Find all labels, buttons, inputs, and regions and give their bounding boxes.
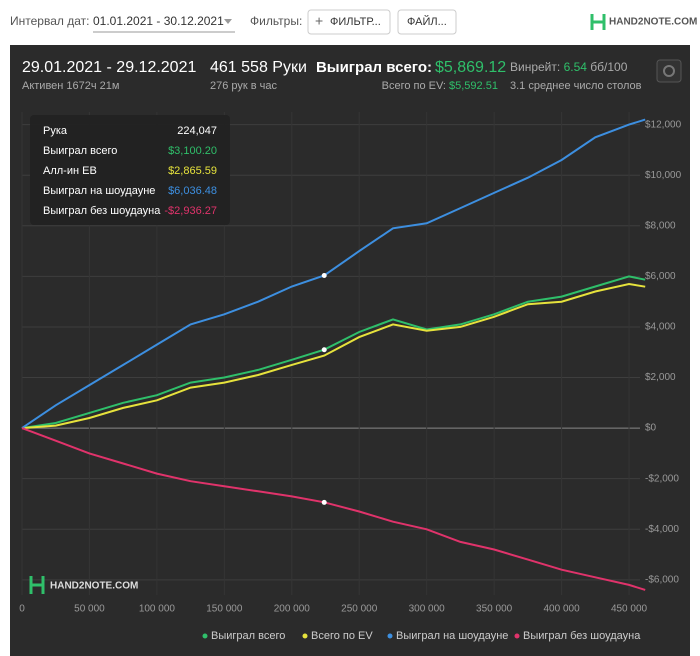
tooltip-value: $2,865.59: [168, 165, 217, 177]
won-value: $5,869.12: [435, 59, 506, 76]
tooltip-value: $6,036.48: [168, 185, 217, 197]
gear-icon: [663, 65, 675, 77]
winrate: Винрейт: 6.54 бб/100: [510, 60, 628, 74]
winrate-value: 6.54: [564, 60, 588, 74]
hands-per-hour: 276 рук в час: [210, 80, 278, 92]
y-tick-label: $6,000: [645, 271, 676, 282]
settings-button[interactable]: [656, 59, 682, 83]
period: 29.01.2021 - 29.12.2021: [22, 59, 196, 76]
y-tick-label: $2,000: [645, 372, 676, 383]
legend-marker: [202, 633, 208, 639]
y-tick-label: -$6,000: [645, 574, 679, 585]
tooltip-value: 224,047: [177, 125, 217, 137]
date-range[interactable]: 01.01.2021 - 30.12.2021: [93, 14, 224, 28]
legend-label: Выиграл без шоудауна: [523, 630, 641, 642]
file-button-label: ФАЙЛ...: [407, 15, 447, 28]
x-tick-label: 150 000: [206, 604, 243, 615]
logo-text: HAND2NOTE.COM: [609, 17, 697, 28]
file-button[interactable]: [397, 9, 457, 35]
x-tick-label: 300 000: [409, 604, 446, 615]
filters-label: Фильтры:: [250, 14, 302, 28]
plot: -$6,000 -$4,000 -$2,000 $0 $2,000 $4,000 $6,00…: [19, 112, 682, 615]
watermark-icon: [29, 576, 45, 594]
series-line: [21, 427, 646, 591]
tables: 3.1 среднее число столов: [510, 80, 642, 92]
ev-value: $5,592.51: [449, 80, 498, 92]
hands: 461 558 Руки: [210, 59, 307, 76]
legend-marker: [514, 633, 520, 639]
x-tick-label: 350 000: [476, 604, 513, 615]
winrate-unit: бб/100: [590, 60, 627, 74]
legend-marker: [387, 633, 393, 639]
filter-button[interactable]: [307, 9, 391, 35]
y-tick-label: -$4,000: [645, 524, 679, 535]
won-label: Выиграл всего:: [316, 59, 432, 76]
series-line: [21, 118, 646, 429]
y-tick-label: $4,000: [645, 322, 676, 333]
watermark: HAND2NOTE.COM: [50, 581, 138, 592]
series-line: [21, 282, 646, 430]
series-line: [21, 275, 646, 430]
x-tick-label: 400 000: [543, 604, 580, 615]
x-tick-label: 50 000: [74, 604, 105, 615]
plus-icon: +: [315, 13, 323, 29]
x-tick-label: 450 000: [611, 604, 648, 615]
tooltip-value: -$2,936.27: [164, 205, 217, 217]
winrate-label: Винрейт:: [510, 60, 560, 74]
tooltip-label: Выиграл без шоудауна: [43, 205, 161, 217]
legend-marker: [302, 633, 308, 639]
date-label: Интервал дат:: [10, 14, 89, 28]
tooltip-label: Выиграл на шоудауне: [43, 185, 155, 197]
logo-icon: [590, 14, 606, 30]
tooltip: Рука 224,047 Выиграл всего $3,100.20 Алл-ин …: [30, 115, 230, 225]
legend-label: Выиграл всего: [211, 630, 285, 642]
y-tick-label: $12,000: [645, 119, 682, 130]
x-tick-label: 250 000: [341, 604, 378, 615]
tooltip-value: $3,100.20: [168, 145, 217, 157]
hover-point: [321, 499, 327, 505]
x-tick-label: 0: [19, 604, 25, 615]
tooltip-label: Алл-ин ЕВ: [43, 165, 97, 177]
legend-label: Выиграл на шоудауне: [396, 630, 508, 642]
legend-label: Всего по EV: [311, 630, 373, 642]
hover-point: [321, 347, 327, 353]
tooltip-box: [30, 115, 230, 225]
y-tick-label: $10,000: [645, 170, 682, 181]
x-tick-label: 100 000: [139, 604, 176, 615]
y-tick-label: $0: [645, 423, 657, 434]
dropdown-arrow[interactable]: [224, 19, 232, 24]
active-time: Активен 1672ч 21м: [22, 80, 119, 92]
filter-button-label: ФИЛЬТР...: [330, 16, 381, 28]
tooltip-label: Выиграл всего: [43, 145, 117, 157]
tooltip-label: Рука: [43, 125, 68, 137]
y-tick-label: $8,000: [645, 220, 676, 231]
y-tick-label: -$2,000: [645, 473, 679, 484]
x-tick-label: 200 000: [274, 604, 311, 615]
ev-label: Всего по EV:: [382, 80, 446, 92]
hover-point: [321, 272, 327, 278]
